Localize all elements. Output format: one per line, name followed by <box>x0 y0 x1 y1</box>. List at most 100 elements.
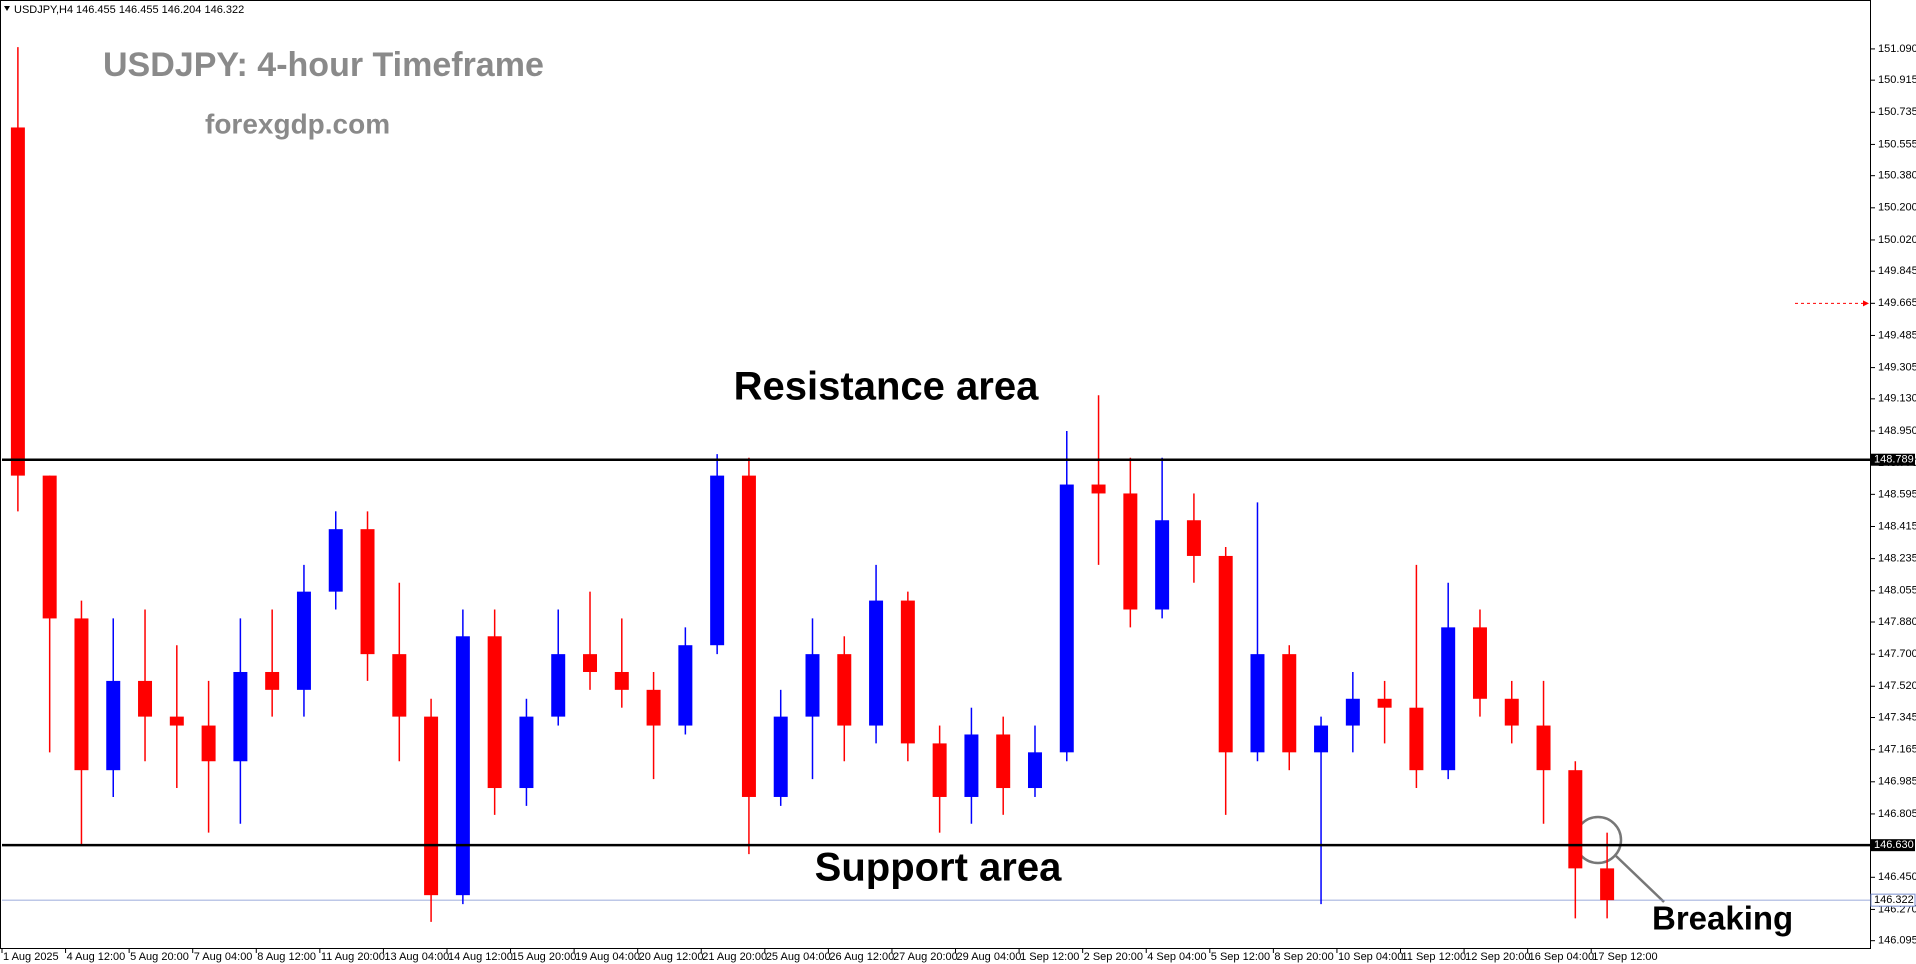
plot-frame <box>0 0 1871 949</box>
x-tick-label: 14 Aug 12:00 <box>448 951 513 963</box>
x-tick-label: 16 Sep 04:00 <box>1529 951 1594 963</box>
y-tick-label: 147.165 <box>1878 744 1916 756</box>
x-tick-label: 4 Aug 12:00 <box>67 951 126 963</box>
candle-body <box>964 734 979 797</box>
candle-body <box>1377 698 1392 708</box>
y-tick-label: 149.845 <box>1878 265 1916 277</box>
x-tick-label: 29 Aug 04:00 <box>957 951 1022 963</box>
x-tick-label: 10 Sep 04:00 <box>1338 951 1403 963</box>
candle-body <box>837 654 852 726</box>
candle-body <box>328 529 343 592</box>
candle-body <box>42 475 57 619</box>
x-tick-label: 21 Aug 20:00 <box>702 951 767 963</box>
y-tick-label: 149.305 <box>1878 362 1916 374</box>
candle-body <box>646 689 661 726</box>
candle-body <box>932 743 947 797</box>
y-tick-label: 149.485 <box>1878 329 1916 341</box>
x-tick-label: 19 Aug 04:00 <box>575 951 640 963</box>
x-tick-label: 4 Sep 04:00 <box>1147 951 1206 963</box>
candle-body <box>805 654 820 717</box>
y-tick-label: 147.520 <box>1878 680 1916 692</box>
candle-body <box>678 645 693 726</box>
candle-body <box>1059 484 1074 753</box>
candle-body <box>201 725 216 762</box>
candle-body <box>1186 520 1201 556</box>
y-tick-label: 151.090 <box>1878 43 1916 55</box>
x-tick-label: 12 Sep 20:00 <box>1465 951 1530 963</box>
candle-body <box>1218 555 1233 753</box>
x-tick-label: 1 Aug 2025 <box>3 951 59 963</box>
chart-title: USDJPY: 4-hour Timeframe <box>103 46 544 84</box>
y-tick-label: 150.380 <box>1878 170 1916 182</box>
y-tick-label: 148.595 <box>1878 488 1916 500</box>
candle-body <box>1504 698 1519 726</box>
header-arrow <box>4 6 10 11</box>
candle-body <box>1314 725 1329 753</box>
x-tick-label: 7 Aug 04:00 <box>194 951 253 963</box>
resistance-label: Resistance area <box>734 365 1039 409</box>
candle-body <box>296 591 311 690</box>
x-tick-label: 27 Aug 20:00 <box>893 951 958 963</box>
y-tick-label: 147.880 <box>1878 616 1916 628</box>
x-tick-label: 1 Sep 12:00 <box>1020 951 1079 963</box>
candle-body <box>614 671 629 690</box>
y-tick-label: 150.555 <box>1878 138 1916 150</box>
y-tick-label: 150.735 <box>1878 106 1916 118</box>
y-tick-label: 146.095 <box>1878 935 1916 947</box>
header-symbol: USDJPY,H4 <box>14 4 73 16</box>
candle-body <box>424 716 439 896</box>
x-tick-label: 15 Aug 20:00 <box>512 951 577 963</box>
level-tag <box>1871 839 1915 852</box>
y-tick-label: 149.665 <box>1878 297 1916 309</box>
candle-body <box>455 636 470 896</box>
candle-body <box>996 734 1011 789</box>
candle-body <box>1536 725 1551 771</box>
y-tick-label: 148.415 <box>1878 520 1916 532</box>
candle-body <box>710 475 725 646</box>
x-tick-label: 11 Aug 20:00 <box>321 951 385 963</box>
candle-body <box>869 600 884 726</box>
x-tick-label: 8 Sep 20:00 <box>1274 951 1333 963</box>
candle-body <box>1409 707 1424 771</box>
candle-body <box>74 618 89 771</box>
x-tick-label: 11 Sep 12:00 <box>1402 951 1467 963</box>
x-tick-label: 5 Aug 20:00 <box>130 951 189 963</box>
candle-body <box>1123 493 1138 610</box>
candle-body <box>583 654 598 672</box>
candle-body <box>519 716 534 789</box>
candle-body <box>1091 484 1106 494</box>
x-tick-label: 26 Aug 12:00 <box>829 951 894 963</box>
candle-body <box>1345 698 1360 726</box>
candle-body <box>138 680 153 717</box>
y-tick-label: 147.700 <box>1878 648 1916 660</box>
candle-body <box>1027 752 1042 789</box>
candle-body <box>1250 654 1265 753</box>
candle-body <box>106 680 121 771</box>
y-tick-label: 148.235 <box>1878 553 1916 565</box>
x-tick-label: 25 Aug 04:00 <box>766 951 831 963</box>
candle-body <box>360 529 375 655</box>
candle-body <box>1282 654 1297 753</box>
breaking-label: Breaking <box>1652 900 1793 937</box>
current-price-label: 146.322 <box>1874 894 1914 906</box>
header-ohlc: 146.455 146.455 146.204 146.322 <box>76 4 244 16</box>
current-price-tag <box>1870 893 1916 907</box>
candle-body <box>392 654 407 717</box>
candle-body <box>551 654 566 717</box>
candle-body <box>233 671 248 762</box>
candle-body <box>10 127 25 476</box>
candle-body <box>265 671 280 690</box>
candle-body <box>487 636 502 789</box>
y-tick-label: 146.805 <box>1878 808 1916 820</box>
support-label: Support area <box>815 846 1062 890</box>
y-tick-label: 146.985 <box>1878 776 1916 788</box>
x-tick-label: 20 Aug 12:00 <box>639 951 704 963</box>
y-tick-label: 150.200 <box>1878 202 1916 214</box>
candle-body <box>169 716 184 726</box>
y-tick-label: 147.345 <box>1878 711 1916 723</box>
candle-body <box>1568 770 1583 869</box>
level-tag-label: 148.789 <box>1874 454 1914 466</box>
x-tick-label: 5 Sep 12:00 <box>1211 951 1270 963</box>
candle-body <box>900 600 915 744</box>
